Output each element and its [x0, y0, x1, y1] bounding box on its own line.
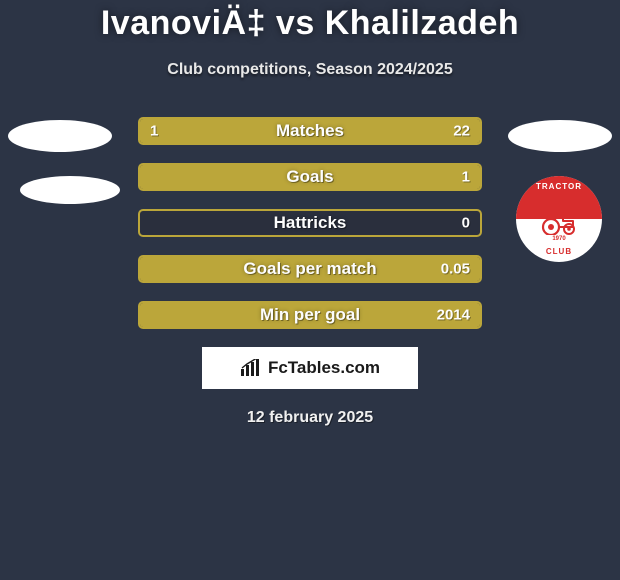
- badge-year: 1970: [552, 236, 565, 242]
- tractor-icon: [539, 207, 579, 235]
- row-value-right: 2014: [437, 307, 470, 324]
- badge-top-text: TRACTOR: [516, 182, 602, 191]
- row-label: Goals: [286, 167, 333, 187]
- row-label: Hattricks: [274, 213, 347, 233]
- compare-row: Matches 1 22: [138, 117, 482, 145]
- row-value-right: 0: [462, 215, 470, 232]
- date-label: 12 february 2025: [0, 409, 620, 427]
- footer-attribution: FcTables.com: [202, 347, 418, 389]
- subtitle: Club competitions, Season 2024/2025: [0, 61, 620, 79]
- compare-bars: Matches 1 22 Goals 1 Hattricks 0 Goals per matc…: [138, 117, 482, 329]
- compare-row: Goals 1: [138, 163, 482, 191]
- row-value-right: 1: [462, 169, 470, 186]
- row-value-right: 0.05: [441, 261, 470, 278]
- row-label: Goals per match: [243, 259, 376, 279]
- player-left-avatar-placeholder: [8, 120, 112, 152]
- row-label: Min per goal: [260, 305, 360, 325]
- compare-row: Hattricks 0: [138, 209, 482, 237]
- footer-label: FcTables.com: [268, 358, 380, 378]
- badge-bottom-text: CLUB: [516, 247, 602, 256]
- row-value-right: 22: [453, 123, 470, 140]
- row-value-left: 1: [150, 123, 158, 140]
- row-label: Matches: [276, 121, 344, 141]
- player-right-avatar-placeholder: [508, 120, 612, 152]
- club-right-badge: TRACTOR 1970 CLUB: [516, 176, 602, 262]
- compare-row: Min per goal 2014: [138, 301, 482, 329]
- compare-row: Goals per match 0.05: [138, 255, 482, 283]
- page-title: IvanoviÄ‡ vs Khalilzadeh: [0, 4, 620, 43]
- club-left-badge-placeholder: [20, 176, 120, 204]
- bars-icon: [240, 359, 262, 377]
